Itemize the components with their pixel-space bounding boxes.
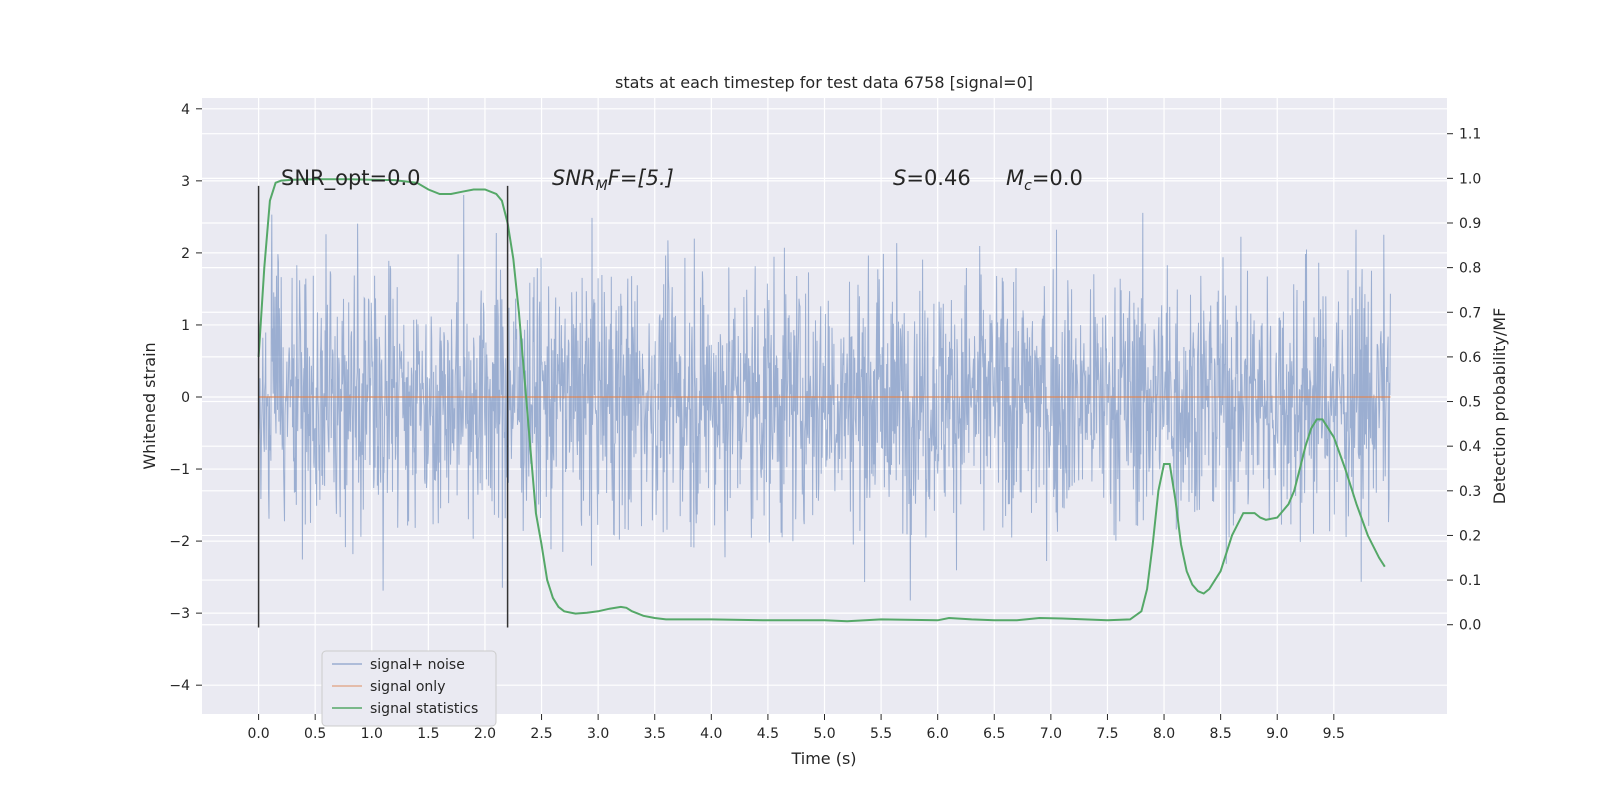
y-tick-label-left: −3 (169, 606, 190, 622)
x-tick-label: 7.0 (1040, 726, 1062, 742)
y-axis-title-right: Detection probability/MF (1490, 308, 1509, 505)
x-tick-label: 3.5 (644, 726, 666, 742)
series-layer (257, 178, 1391, 623)
x-tick-label: 1.5 (417, 726, 439, 742)
x-tick-label: 3.0 (587, 726, 609, 742)
y-tick-label-right: 1.0 (1459, 171, 1481, 187)
y-tick-label-right: 0.3 (1459, 484, 1481, 500)
x-tick-label: 6.0 (927, 726, 949, 742)
y-tick-label-left: −4 (169, 678, 190, 694)
mc-annotation: Mc=0.0 (1006, 166, 1083, 194)
y-tick-label-left: 4 (181, 102, 190, 118)
x-tick-label: 0.5 (304, 726, 326, 742)
s-value: =0.46 (906, 166, 970, 190)
x-tick-label: 2.5 (530, 726, 552, 742)
mc-sub: c (1024, 178, 1032, 194)
y-tick-label-right: 0.2 (1459, 528, 1481, 544)
y-tick-label-right: 0.5 (1459, 395, 1481, 411)
legend-label-signal: signal only (370, 679, 445, 695)
mc-value: =0.0 (1032, 166, 1083, 190)
tick-layer: 0.0 0.5 1.0 1.5 2.0 2.5 3.0 3.5 4.0 4.5 5.0 5.5 6.0 6… (169, 102, 1481, 742)
snr-mf-main: SNR (552, 166, 596, 190)
legend-box (321, 650, 497, 727)
y-tick-label-right: 0.8 (1459, 261, 1481, 277)
x-tick-label: 4.5 (757, 726, 779, 742)
legend: signal+ noise signal only signal statist… (321, 650, 497, 727)
legend-label-noise: signal+ noise (370, 657, 465, 673)
x-tick-label: 0.0 (247, 726, 269, 742)
series-signal-noise-line (258, 194, 1391, 601)
marker-layer (257, 185, 509, 628)
mc-label: M (1006, 166, 1024, 190)
x-tick-label: 9.0 (1266, 726, 1288, 742)
y-tick-label-right: 0.4 (1459, 439, 1481, 455)
x-tick-label: 9.5 (1323, 726, 1345, 742)
y-tick-label-left: −1 (169, 462, 190, 478)
y-axis-title-left: Whitened strain (140, 342, 159, 469)
y-tick-label-right: 1.1 (1459, 127, 1481, 143)
y-tick-label-left: 1 (181, 318, 190, 334)
snr-mf-sub: M (596, 178, 608, 194)
x-tick-label: 5.0 (813, 726, 835, 742)
y-tick-label-left: 3 (181, 174, 190, 190)
x-tick-label: 1.0 (361, 726, 383, 742)
x-tick-label: 7.5 (1096, 726, 1118, 742)
snr-mf-annotation: SNRMF=[5.] (552, 166, 674, 194)
y-tick-label-right: 0.7 (1459, 305, 1481, 321)
legend-label-statistics: signal statistics (370, 701, 478, 717)
y-tick-label-right: 0.1 (1459, 573, 1481, 589)
y-tick-label-right: 0.9 (1459, 216, 1481, 232)
y-tick-label-left: −2 (169, 534, 190, 550)
y-tick-label-right: 0.6 (1459, 350, 1481, 366)
x-tick-label: 5.5 (870, 726, 892, 742)
x-axis-title: Time (s) (790, 749, 856, 768)
snr-opt-annotation: SNR_opt=0.0 (281, 166, 421, 191)
s-label: S (893, 166, 906, 190)
x-tick-label: 8.0 (1153, 726, 1175, 742)
noise-layer (258, 194, 1391, 601)
chart-title: stats at each timestep for test data 675… (615, 73, 1033, 92)
series-signal-statistics-line (257, 178, 1386, 623)
x-tick-label: 2.0 (474, 726, 496, 742)
snr-mf-rest: F=[5.] (608, 166, 674, 190)
x-tick-label: 6.5 (983, 726, 1005, 742)
s-annotation: S=0.46 (893, 166, 971, 190)
y-tick-label-left: 0 (181, 390, 190, 406)
x-tick-label: 8.5 (1210, 726, 1232, 742)
y-tick-label-left: 2 (181, 246, 190, 262)
x-tick-label: 4.0 (700, 726, 722, 742)
y-tick-label-right: 0.0 (1459, 618, 1481, 634)
